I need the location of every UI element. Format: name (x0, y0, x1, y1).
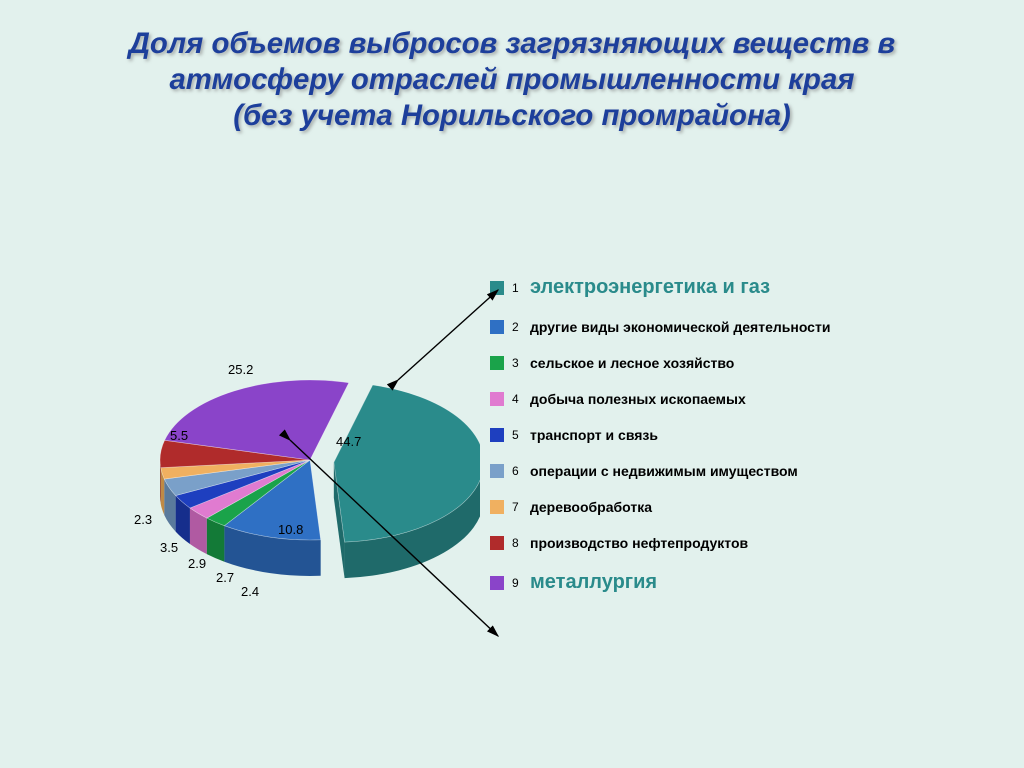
chart-title: Доля объемов выбросов загрязняющих вещес… (0, 26, 1024, 133)
legend-index: 7 (512, 500, 522, 514)
legend-swatch (490, 281, 504, 295)
pie-data-label: 44.7 (336, 434, 361, 449)
legend: 1 электроэнергетика и газ 2 другие виды эко… (490, 276, 990, 614)
legend-item: 6 операции с недвижимым имуществом (490, 463, 990, 479)
legend-label: другие виды экономической деятельности (530, 319, 830, 335)
legend-label: производство нефтепродуктов (530, 535, 748, 551)
legend-item: 7 деревообработка (490, 499, 990, 515)
legend-index: 5 (512, 428, 522, 442)
title-line-1: Доля объемов выбросов загрязняющих вещес… (60, 26, 964, 62)
pie-data-label: 5.5 (170, 428, 188, 443)
pie-data-label: 25.2 (228, 362, 253, 377)
legend-swatch (490, 464, 504, 478)
legend-label: деревообработка (530, 499, 652, 515)
legend-swatch (490, 536, 504, 550)
pie-data-label: 2.3 (134, 512, 152, 527)
legend-index: 6 (512, 464, 522, 478)
legend-index: 2 (512, 320, 522, 334)
legend-label: электроэнергетика и газ (530, 276, 770, 299)
pie-data-label: 2.9 (188, 556, 206, 571)
legend-index: 3 (512, 356, 522, 370)
legend-swatch (490, 392, 504, 406)
legend-swatch (490, 320, 504, 334)
legend-item: 1 электроэнергетика и газ (490, 276, 990, 299)
pie-data-label: 10.8 (278, 522, 303, 537)
legend-label: транспорт и связь (530, 427, 658, 443)
legend-swatch (490, 500, 504, 514)
legend-swatch (490, 576, 504, 590)
legend-index: 4 (512, 392, 522, 406)
legend-index: 8 (512, 536, 522, 550)
legend-item: 2 другие виды экономической деятельности (490, 319, 990, 335)
legend-item: 9 металлургия (490, 571, 990, 594)
legend-label: операции с недвижимым имуществом (530, 463, 798, 479)
title-line-2: атмосферу отраслей промышленности края (60, 62, 964, 98)
legend-item: 8 производство нефтепродуктов (490, 535, 990, 551)
pie-data-label: 2.7 (216, 570, 234, 585)
pie-data-label: 3.5 (160, 540, 178, 555)
legend-label: металлургия (530, 571, 657, 594)
title-line-3: (без учета Норильского промрайона) (60, 98, 964, 134)
legend-item: 3 сельское и лесное хозяйство (490, 355, 990, 371)
legend-index: 1 (512, 281, 522, 295)
legend-swatch (490, 356, 504, 370)
legend-item: 5 транспорт и связь (490, 427, 990, 443)
legend-label: сельское и лесное хозяйство (530, 355, 734, 371)
legend-item: 4 добыча полезных ископаемых (490, 391, 990, 407)
pie-data-label: 2.4 (241, 584, 259, 599)
legend-swatch (490, 428, 504, 442)
legend-index: 9 (512, 576, 522, 590)
pie-svg (60, 290, 480, 670)
pie-chart: 44.7 10.8 2.4 2.7 2.9 3.5 2.3 5.5 25.2 (60, 290, 480, 670)
legend-label: добыча полезных ископаемых (530, 391, 746, 407)
